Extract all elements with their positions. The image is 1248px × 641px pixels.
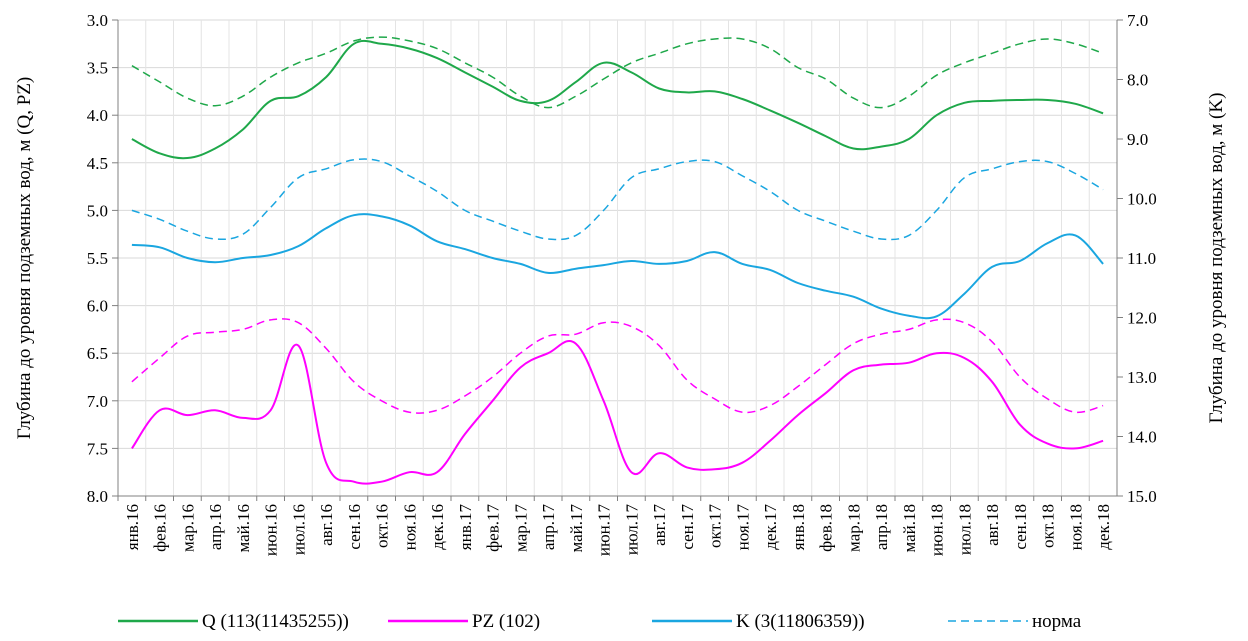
x-tick-label: фев.16 xyxy=(151,504,170,552)
x-tick-label: июн.17 xyxy=(595,504,614,557)
x-tick-label: ноя.18 xyxy=(1066,504,1085,550)
left-tick-label: 4.0 xyxy=(87,106,108,125)
x-tick-label: май.17 xyxy=(567,504,586,553)
x-tick-label: сен.17 xyxy=(678,504,697,550)
left-tick-label: 5.5 xyxy=(87,249,108,268)
x-tick-label: авг.17 xyxy=(650,504,669,546)
series-line-2 xyxy=(131,339,1104,485)
left-tick-label: 3.0 xyxy=(87,11,108,30)
x-tick-label: сен.16 xyxy=(345,504,364,550)
x-tick-label: фев.18 xyxy=(817,504,836,552)
x-tick-label: янв.18 xyxy=(789,504,808,550)
y-axis-title-right: Глубина до уровня подземных вод, м (K) xyxy=(1206,93,1227,424)
x-tick-label: мар.16 xyxy=(178,504,197,552)
legend: Q (113(11435255)) PZ (102) K (3(11806359))… xyxy=(118,611,1082,632)
x-tick-label: фев.17 xyxy=(484,504,503,552)
left-tick-label: 7.0 xyxy=(87,392,108,411)
x-tick-label: июл.18 xyxy=(955,504,974,555)
right-tick-label: 13.0 xyxy=(1127,368,1157,387)
grid xyxy=(117,19,1118,497)
legend-label-1: PZ (102) xyxy=(472,611,540,632)
x-tick-label: апр.18 xyxy=(872,504,891,550)
x-tick-label: окт.16 xyxy=(373,504,392,548)
x-tick-label: авг.18 xyxy=(983,504,1002,546)
x-tick-label: авг.16 xyxy=(317,504,336,546)
series-line-4 xyxy=(131,213,1104,320)
x-tick-label: сен.18 xyxy=(1011,504,1030,550)
legend-label-0: Q (113(11435255)) xyxy=(202,611,349,632)
right-tick-label: 14.0 xyxy=(1127,428,1157,447)
right-tick-label: 11.0 xyxy=(1127,249,1156,268)
right-tick-label: 8.0 xyxy=(1127,71,1148,90)
x-tick-label: дек.18 xyxy=(1094,504,1113,550)
left-tick-label: 8.0 xyxy=(87,487,108,506)
series-line-1 xyxy=(131,36,1104,109)
x-tick-label: апр.17 xyxy=(539,504,558,551)
right-tick-label: 12.0 xyxy=(1127,309,1157,328)
x-tick-label: мар.18 xyxy=(844,504,863,552)
right-tick-label: 7.0 xyxy=(1127,11,1148,30)
x-tick-label: июн.16 xyxy=(262,504,281,556)
tick-labels: 3.0 3.5 4.0 4.5 5.0 5.5 6.0 6.5 7.0 7.5 8.0 7.0 8.0 9… xyxy=(87,11,1157,556)
series-line-5 xyxy=(131,158,1104,241)
left-tick-label: 6.5 xyxy=(87,344,108,363)
y-axis-title-left: Глубина до уровня подземных вод, м (Q, P… xyxy=(14,77,35,439)
x-tick-label: дек.17 xyxy=(761,504,780,550)
axes xyxy=(112,19,1123,501)
series-line-0 xyxy=(131,39,1104,160)
left-tick-label: 7.5 xyxy=(87,439,108,458)
legend-label-3: норма xyxy=(1032,611,1082,632)
x-tick-label: окт.18 xyxy=(1039,504,1058,548)
x-tick-label: ноя.17 xyxy=(733,504,752,551)
right-tick-label: 15.0 xyxy=(1127,487,1157,506)
x-tick-label: янв.16 xyxy=(123,504,142,550)
left-tick-label: 4.5 xyxy=(87,154,108,173)
legend-label-2: K (3(11806359)) xyxy=(736,611,865,632)
x-tick-label: июл.17 xyxy=(622,504,641,556)
x-tick-label: дек.16 xyxy=(428,504,447,550)
x-tick-label: май.16 xyxy=(234,504,253,553)
right-tick-label: 9.0 xyxy=(1127,130,1148,149)
x-tick-label: окт.17 xyxy=(706,504,725,548)
x-tick-label: июн.18 xyxy=(928,504,947,556)
left-tick-label: 3.5 xyxy=(87,59,108,78)
x-tick-label: мар.17 xyxy=(511,504,530,552)
x-tick-label: июл.16 xyxy=(289,504,308,555)
left-tick-label: 6.0 xyxy=(87,297,108,316)
right-tick-label: 10.0 xyxy=(1127,190,1157,209)
x-tick-label: ноя.16 xyxy=(400,504,419,550)
series-layer xyxy=(131,36,1104,485)
x-tick-label: янв.17 xyxy=(456,504,475,551)
x-tick-label: апр.16 xyxy=(206,504,225,550)
x-tick-label: май.18 xyxy=(900,504,919,553)
left-tick-label: 5.0 xyxy=(87,201,108,220)
series-line-3 xyxy=(131,318,1104,414)
